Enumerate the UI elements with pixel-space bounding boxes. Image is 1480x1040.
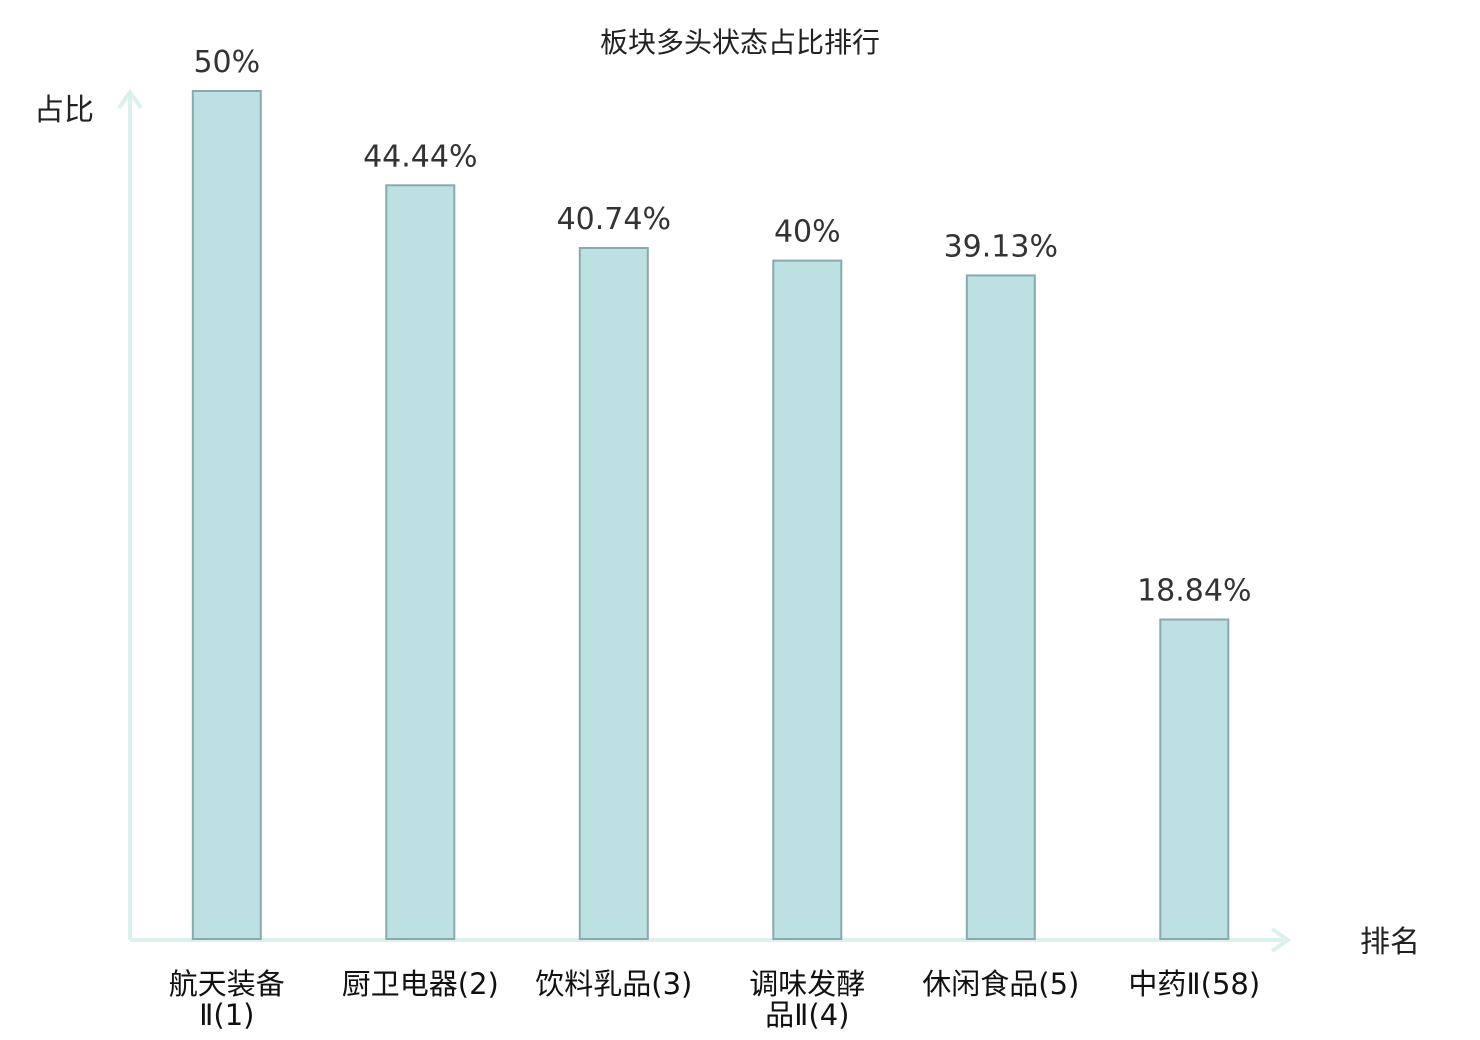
category-label-1-line-2: Ⅱ(1) <box>199 998 254 1032</box>
value-label-5: 39.13% <box>944 229 1058 264</box>
value-label-6: 18.84% <box>1137 574 1251 609</box>
category-label-2: 厨卫电器(2) <box>342 967 499 1001</box>
value-label-1: 50% <box>193 45 260 80</box>
value-label-2: 44.44% <box>363 139 477 174</box>
bar-1 <box>191 90 262 940</box>
bar-3 <box>578 247 649 940</box>
value-label-3: 40.74% <box>557 202 671 237</box>
category-label-4-line-2: 品Ⅱ(4) <box>765 998 849 1032</box>
category-label-1-line-1: 航天装备 <box>169 967 285 1001</box>
category-label-4-line-1: 调味发酵 <box>749 967 865 1001</box>
value-labels-group: 50% 44.44% 40.74% 40% 39.13% 18.84% <box>193 45 1251 609</box>
y-axis-arrow <box>117 88 143 110</box>
category-label-5: 休闲食品(5) <box>922 967 1079 1001</box>
value-label-4: 40% <box>774 215 841 250</box>
bar-5 <box>965 274 1036 940</box>
bar-6 <box>1159 618 1230 940</box>
category-label-6: 中药Ⅱ(58) <box>1128 967 1260 1001</box>
bar-2 <box>385 184 456 941</box>
bars-group <box>191 90 1230 941</box>
bar-4 <box>772 259 843 941</box>
x-axis-arrow <box>1270 927 1292 953</box>
y-axis-title: 占比 <box>34 93 94 128</box>
chart-title: 板块多头状态占比排行 <box>600 26 880 59</box>
x-axis-title: 排名 <box>1360 925 1420 960</box>
category-label-3: 饮料乳品(3) <box>535 967 692 1001</box>
